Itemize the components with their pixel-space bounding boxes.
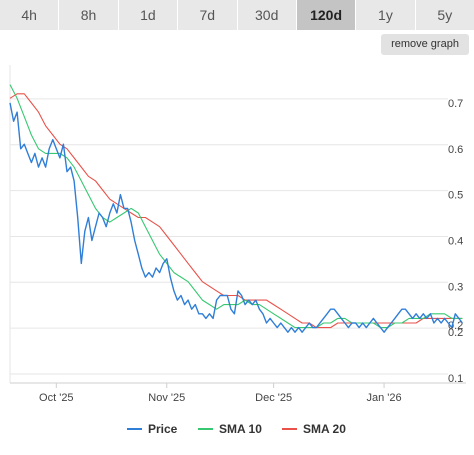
timeframe-tabs: 4h 8h 1d 7d 30d 120d 1y 5y: [0, 0, 474, 30]
legend-label: Price: [148, 422, 178, 436]
series-line-sma-20: [9, 93, 463, 329]
grid-lines: [9, 65, 466, 384]
tab-120d[interactable]: 120d: [296, 0, 357, 30]
y-tick-label: 0.3: [448, 281, 463, 293]
tab-7d[interactable]: 7d: [178, 0, 238, 30]
x-axis: Oct '25 Nov '25 Dec '25 Jan '26: [39, 383, 402, 404]
series-lines: [9, 84, 463, 333]
y-tick-label: 0.2: [448, 327, 463, 339]
series-line-sma-10: [9, 84, 463, 329]
remove-graph-button[interactable]: remove graph: [381, 34, 469, 55]
x-tick-label: Dec '25: [255, 392, 292, 404]
series-line-price: [9, 102, 463, 333]
y-tick-label: 0.1: [448, 373, 463, 385]
x-tick-label: Nov '25: [148, 392, 185, 404]
y-tick-label: 0.5: [448, 190, 463, 202]
legend-label: SMA 20: [303, 422, 346, 436]
x-tick-label: Jan '26: [366, 392, 401, 404]
tab-5y[interactable]: 5y: [415, 0, 474, 30]
y-axis: 0.7 0.6 0.5 0.4 0.3 0.2 0.1 0.2: [448, 98, 463, 385]
x-tick-label: Oct '25: [39, 392, 74, 404]
y-tick-label: 0.7: [448, 98, 463, 110]
y-tick-label: 0.4: [448, 235, 463, 247]
tab-8h[interactable]: 8h: [59, 0, 119, 30]
tab-1d[interactable]: 1d: [118, 0, 179, 30]
tab-1y[interactable]: 1y: [356, 0, 416, 30]
tab-4h[interactable]: 4h: [0, 0, 60, 30]
legend-label: SMA 10: [219, 422, 262, 436]
tab-30d[interactable]: 30d: [237, 0, 297, 30]
current-value-label: 0.2: [448, 320, 463, 332]
legend: Price SMA 10 SMA 20: [127, 422, 346, 436]
y-tick-label: 0.6: [448, 144, 463, 156]
